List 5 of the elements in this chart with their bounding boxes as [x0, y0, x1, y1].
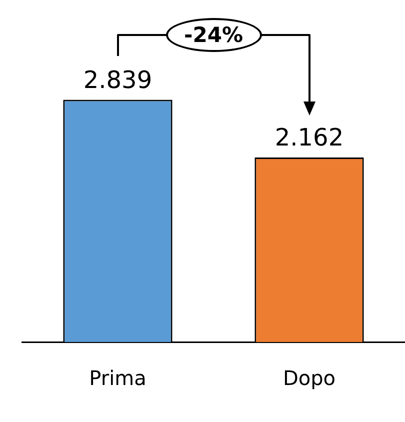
x-tick-label: Dopo: [282, 366, 336, 390]
data-label: 2.839: [83, 66, 152, 94]
x-tick-label: Prima: [89, 366, 146, 390]
data-label: 2.162: [274, 124, 344, 152]
text: -24%: [166, 18, 262, 52]
